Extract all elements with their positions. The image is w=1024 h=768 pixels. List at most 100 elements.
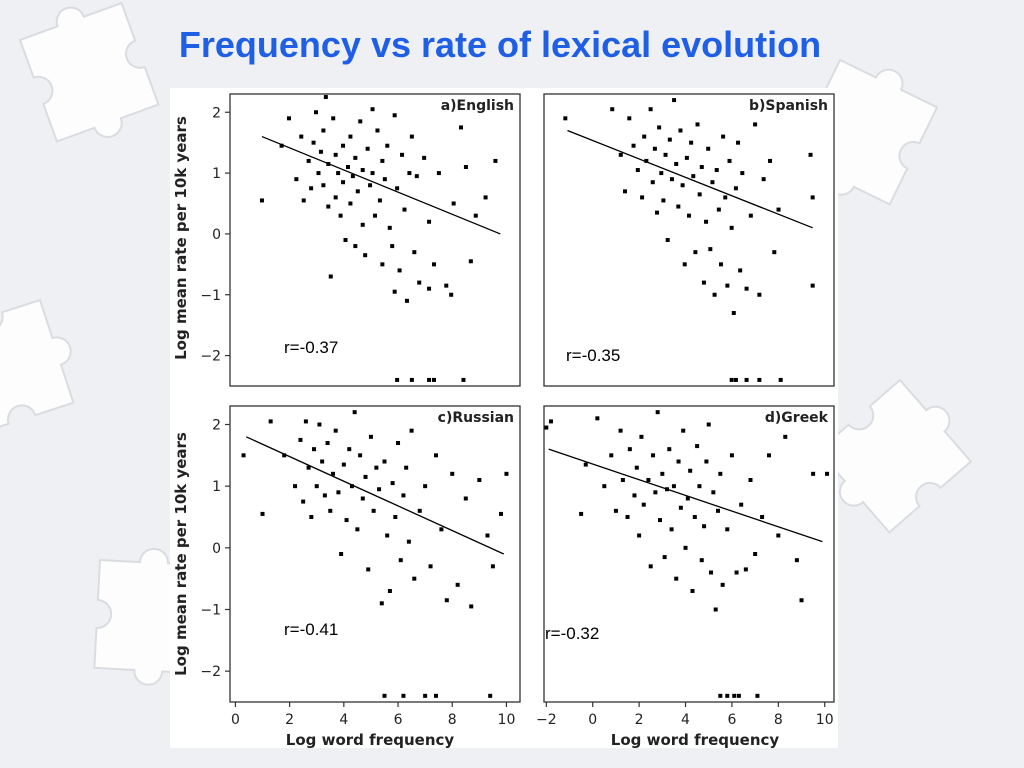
- data-point: [325, 441, 330, 445]
- data-point: [417, 280, 422, 285]
- data-point: [720, 582, 725, 587]
- data-point: [375, 128, 380, 133]
- data-point: [436, 171, 441, 176]
- data-point: [336, 171, 341, 176]
- data-point: [379, 601, 384, 606]
- x-axis-label-left: Log word frequency: [286, 731, 455, 748]
- data-point: [639, 434, 644, 439]
- data-point: [695, 444, 700, 449]
- x-tick-label: 0: [231, 712, 240, 728]
- puzzle-piece-decoration: [817, 378, 973, 534]
- x-tick-label: 4: [339, 712, 348, 728]
- data-point: [358, 119, 363, 124]
- data-point: [461, 377, 466, 382]
- data-point: [385, 533, 390, 538]
- y-axis-label-top: Log mean rate per 10k years: [172, 116, 190, 360]
- data-point: [371, 508, 376, 513]
- data-point: [669, 177, 674, 182]
- data-point: [709, 570, 714, 575]
- y-tick-label: 1: [212, 166, 221, 182]
- data-point: [374, 465, 379, 470]
- data-point: [725, 527, 730, 532]
- data-point: [366, 567, 371, 572]
- data-point: [326, 204, 331, 209]
- data-point: [314, 110, 319, 115]
- data-point: [650, 180, 655, 185]
- data-point: [393, 515, 398, 519]
- data-point: [427, 286, 432, 291]
- data-point: [444, 283, 449, 288]
- data-point: [353, 155, 358, 160]
- data-point: [655, 410, 660, 415]
- data-point: [433, 453, 438, 458]
- data-point: [768, 158, 773, 163]
- data-point: [309, 515, 314, 519]
- data-point: [395, 377, 400, 382]
- data-point: [338, 213, 343, 218]
- data-point: [390, 244, 395, 249]
- data-point: [409, 134, 414, 139]
- data-point: [681, 428, 686, 433]
- x-tick-label: 8: [774, 712, 783, 728]
- y-tick-label: −2: [200, 664, 221, 680]
- data-point: [322, 493, 327, 498]
- data-point: [704, 219, 709, 224]
- data-point: [365, 146, 370, 151]
- data-point: [661, 198, 666, 203]
- data-point: [455, 582, 460, 587]
- data-point: [748, 478, 753, 482]
- data-point: [348, 201, 353, 206]
- data-point: [402, 207, 407, 212]
- trend-line: [261, 135, 501, 235]
- data-point: [422, 155, 427, 160]
- data-point: [706, 422, 711, 427]
- data-point: [321, 128, 326, 133]
- data-point: [635, 168, 640, 173]
- data-point: [695, 122, 700, 127]
- data-point: [676, 459, 681, 464]
- data-point: [483, 195, 488, 200]
- data-point: [473, 213, 478, 218]
- data-point: [414, 174, 419, 179]
- data-point: [702, 524, 707, 529]
- data-point: [294, 177, 299, 182]
- data-point: [504, 471, 509, 476]
- panel-title: b)Spanish: [749, 98, 828, 114]
- data-point: [660, 471, 665, 476]
- data-point: [680, 183, 685, 188]
- data-point: [685, 496, 690, 501]
- data-point: [404, 298, 409, 303]
- data-point: [301, 499, 306, 504]
- data-point: [667, 137, 672, 142]
- data-point: [548, 419, 553, 424]
- data-point: [609, 453, 614, 458]
- panel-frame: [229, 93, 521, 387]
- y-tick-label: −1: [200, 288, 221, 304]
- data-point: [363, 253, 368, 258]
- y-tick-label: 2: [212, 105, 221, 121]
- data-point: [652, 146, 657, 151]
- x-tick-label: 0: [588, 712, 597, 728]
- data-point: [259, 198, 264, 203]
- data-point: [306, 465, 311, 470]
- data-point: [279, 143, 284, 148]
- data-point: [318, 149, 323, 154]
- data-point: [407, 171, 412, 176]
- data-point: [282, 453, 287, 458]
- panel-title: c)Russian: [438, 410, 514, 426]
- x-tick-label: 6: [394, 712, 403, 728]
- puzzle-piece-shape: [0, 298, 75, 438]
- data-point: [710, 180, 715, 185]
- data-point: [355, 189, 360, 194]
- data-point: [370, 171, 375, 176]
- x-tick-label: 10: [816, 712, 834, 728]
- data-point: [579, 511, 584, 516]
- data-point: [360, 168, 365, 173]
- data-point: [417, 508, 422, 513]
- data-point: [350, 174, 355, 179]
- data-point: [684, 155, 689, 160]
- data-point: [699, 558, 704, 563]
- data-point: [701, 280, 706, 285]
- data-point: [409, 377, 414, 382]
